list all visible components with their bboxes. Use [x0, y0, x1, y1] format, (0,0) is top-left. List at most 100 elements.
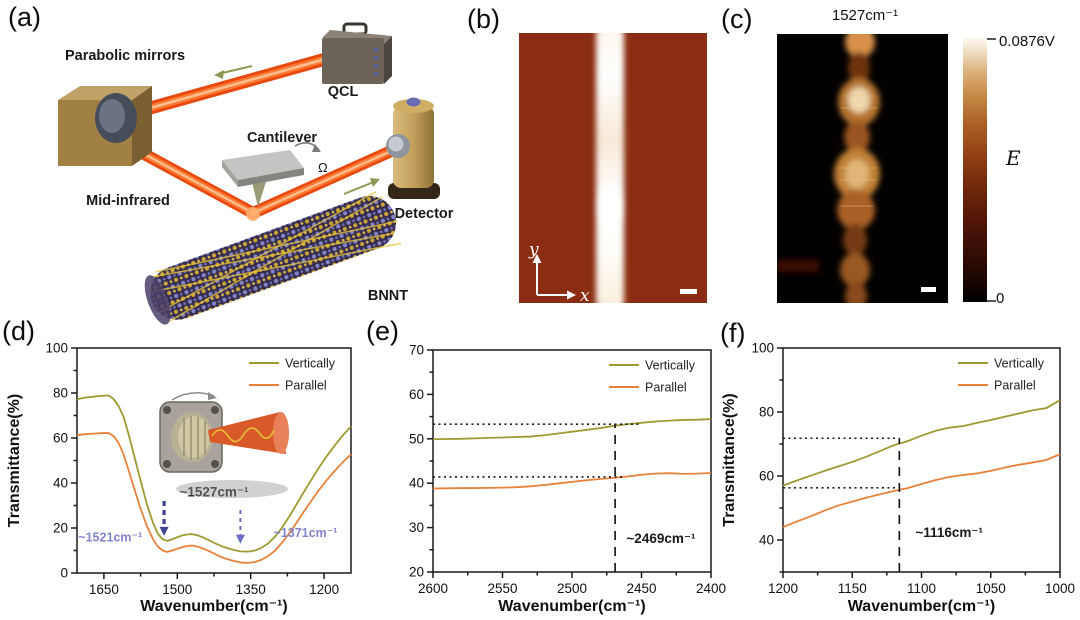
annotation-text: ~1116cm⁻¹: [915, 525, 983, 540]
chart-f: 1200 1150 1100 1050 1000 40 60 80 100 Wavenumber(…: [721, 341, 1075, 616]
mid-infrared-label: Mid-infrared: [86, 193, 170, 209]
x-tick-label: 1650: [89, 582, 119, 597]
nearfield-image: [777, 34, 948, 303]
y-tick-label: 80: [53, 386, 68, 401]
series-vertically: [76, 394, 352, 553]
legend-label: Vertically: [645, 359, 696, 373]
series-parallel: [76, 432, 352, 564]
cantilever-label: Cantilever: [247, 130, 317, 146]
y-tick-label: 100: [751, 341, 774, 356]
annotation-text: ~1527cm⁻¹: [179, 485, 249, 500]
colorbar: [963, 38, 987, 302]
panel-c-label: (c): [721, 4, 753, 34]
nearfield-stripe: [777, 34, 880, 303]
annotation-text: ~1371cm⁻¹: [274, 526, 338, 540]
x-tick-label: 2400: [696, 581, 726, 596]
x-tick-label: 2600: [418, 581, 448, 596]
x-tick-label: 1500: [162, 582, 192, 597]
y-tick-label: 100: [45, 341, 68, 356]
x-axis-title: Wavenumber(cm⁻¹): [140, 598, 287, 615]
annotation-arrowhead: [159, 526, 169, 536]
colorbar-max-label: 0.0876V: [999, 33, 1055, 50]
y-tick-label: 50: [409, 431, 424, 446]
annotation-text: ~1521cm⁻¹: [78, 531, 142, 545]
panel-d-label: (d): [2, 316, 35, 346]
colorbar-symbol: E: [1006, 146, 1021, 170]
parabolic-mirror-device: [58, 86, 152, 166]
bnnt-label: BNNT: [368, 288, 408, 304]
series-vertically: [782, 399, 1061, 487]
polarizer-inset: [159, 392, 289, 498]
qcl-device: [322, 22, 392, 84]
chart-d: 1650 1500 1350 1200 0 20 40 60 80 100 Wavenumber(c…: [6, 341, 352, 615]
axes: [71, 347, 352, 579]
legend-label: Vertically: [994, 357, 1045, 371]
y-tick-label: 20: [53, 521, 68, 536]
detector-label: Detector: [395, 206, 454, 222]
panel-a-label: (a): [8, 2, 41, 32]
x-axis-title: Wavenumber(cm⁻¹): [848, 598, 995, 615]
y-axis-label: y: [528, 240, 539, 260]
y-tick-label: 20: [409, 565, 424, 580]
y-tick-label: 60: [759, 469, 774, 484]
x-axis-title: Wavenumber(cm⁻¹): [498, 598, 645, 615]
axes: [427, 349, 712, 578]
axes: [777, 347, 1061, 578]
panel-a-schematic: Parabolic mirrors QCL Cantilever Ω Mid-i…: [58, 22, 454, 325]
annotation-arrowhead: [235, 534, 245, 544]
scale-bar: [680, 289, 697, 294]
y-tick-label: 30: [409, 520, 424, 535]
beam-direction-arrow-left-icon: [214, 65, 253, 79]
x-tick-label: 2500: [557, 581, 587, 596]
cantilever-device: [222, 142, 321, 207]
y-tick-label: 40: [409, 476, 424, 491]
colorbar-min-tick: [987, 300, 996, 302]
x-axis-label: x: [580, 286, 590, 303]
y-axis-title: Transmittance(%): [6, 394, 23, 527]
x-tick-label: 1100: [907, 581, 936, 596]
y-axis-title: Transmittance(%): [721, 393, 738, 526]
chart-e: 2600 2550 2500 2450 2400 20 30 40 50 60 70 Wavenumb…: [409, 343, 726, 616]
qcl-label: QCL: [328, 84, 359, 100]
panel-f-label: (f): [720, 318, 746, 348]
y-tick-label: 40: [53, 476, 68, 491]
afm-topography-image: y x: [519, 33, 707, 303]
y-tick-label: 60: [53, 431, 68, 446]
x-tick-label: 2450: [626, 581, 656, 596]
legend-label: Parallel: [994, 379, 1036, 393]
legend-label: Parallel: [285, 379, 327, 393]
x-tick-label: 1200: [309, 582, 339, 597]
x-tick-label: 1350: [236, 582, 266, 597]
y-tick-label: 80: [759, 405, 774, 420]
series-vertically: [432, 418, 712, 441]
colorbar-min-label: 0: [996, 290, 1005, 307]
series-parallel: [432, 472, 712, 490]
colorbar-max-tick: [987, 38, 996, 40]
bnnt-nanotube: [144, 191, 402, 325]
legend-label: Vertically: [285, 357, 336, 371]
y-tick-label: 0: [60, 566, 68, 581]
x-tick-label: 1200: [768, 581, 798, 596]
scale-bar: [921, 287, 936, 292]
x-tick-label: 2550: [487, 581, 517, 596]
detector-device: [386, 97, 440, 199]
beam-direction-arrow-right-icon: [343, 178, 380, 195]
panel-e-label: (e): [366, 316, 399, 346]
legend-label: Parallel: [645, 381, 687, 395]
x-tick-label: 1050: [976, 581, 1006, 596]
panel-c-title: 1527cm⁻¹: [831, 7, 899, 24]
annotation-text: ~2469cm⁻¹: [626, 531, 696, 546]
omega-label: Ω: [318, 160, 328, 175]
x-tick-label: 1150: [838, 581, 867, 596]
xy-axes-indicator: y x: [528, 240, 590, 303]
x-tick-label: 1000: [1045, 581, 1075, 596]
nanotube-stripe-highlight: [600, 181, 620, 231]
panel-b-label: (b): [467, 4, 500, 34]
nanotube-stripe: [596, 33, 625, 303]
y-tick-label: 60: [409, 387, 424, 402]
y-tick-label: 70: [409, 343, 424, 358]
y-tick-label: 40: [759, 533, 774, 548]
parabolic-mirrors-label: Parabolic mirrors: [65, 48, 185, 64]
series-parallel: [782, 453, 1061, 529]
